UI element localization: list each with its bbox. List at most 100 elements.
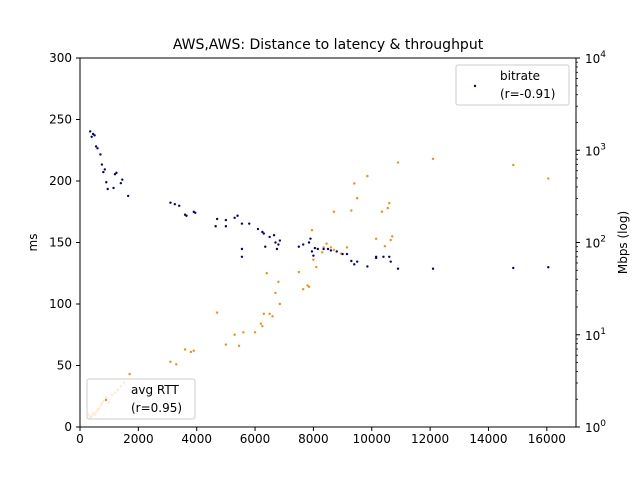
data-point xyxy=(388,255,391,258)
data-point xyxy=(119,181,123,185)
data-point xyxy=(332,210,336,213)
legend-marker-bitrate xyxy=(473,84,477,88)
data-point xyxy=(240,247,244,251)
data-point xyxy=(248,222,251,225)
data-point xyxy=(262,312,266,316)
data-point xyxy=(102,170,105,174)
data-point xyxy=(264,245,267,248)
data-point xyxy=(99,153,102,156)
data-point xyxy=(374,237,378,241)
data-point xyxy=(307,285,311,288)
data-point xyxy=(341,252,344,256)
data-point xyxy=(90,135,93,138)
data-point xyxy=(189,350,193,354)
y-left-tick-label: 200 xyxy=(49,174,72,188)
x-tick-label: 14000 xyxy=(469,432,507,446)
legend-sub-bitrate: (r=-0.91) xyxy=(500,87,555,101)
data-point xyxy=(192,349,195,352)
x-tick-label: 0 xyxy=(76,432,84,446)
data-point xyxy=(329,246,333,249)
data-point xyxy=(322,247,325,251)
data-point xyxy=(312,258,315,261)
data-point xyxy=(274,241,277,244)
data-point xyxy=(313,246,317,250)
data-point xyxy=(302,243,305,246)
data-point xyxy=(106,187,109,191)
data-point xyxy=(383,244,387,248)
y-axis-right: 100 101 102 103 104 xyxy=(576,50,606,435)
data-point xyxy=(236,214,239,217)
data-point xyxy=(253,331,257,334)
y-left-tick-label: 300 xyxy=(49,51,72,65)
data-point xyxy=(259,322,263,325)
data-point xyxy=(224,218,228,222)
data-point xyxy=(389,260,392,263)
legend-label-bitrate: bitrate xyxy=(500,69,540,83)
legend-marker-avg-rtt xyxy=(104,398,108,402)
data-point xyxy=(297,245,301,248)
data-point xyxy=(310,250,314,253)
data-point xyxy=(103,168,107,171)
data-point xyxy=(396,161,400,164)
data-point xyxy=(261,230,264,234)
y-right-tick-label: 104 xyxy=(585,50,606,66)
data-point xyxy=(215,311,219,314)
x-tick-label: 6000 xyxy=(240,432,271,446)
chart-title: AWS,AWS: Distance to latency & throughpu… xyxy=(173,37,484,53)
data-point xyxy=(345,246,349,249)
y-axis-left-label: ms xyxy=(26,234,40,252)
data-point xyxy=(353,263,356,266)
y-left-tick-label: 100 xyxy=(49,297,72,311)
data-point xyxy=(233,216,236,220)
data-point xyxy=(100,163,104,166)
data-point xyxy=(183,348,187,351)
data-point xyxy=(320,251,324,254)
legend-sub-avg-rtt: (r=0.95) xyxy=(131,401,182,415)
data-point xyxy=(268,312,271,316)
data-point xyxy=(224,225,228,228)
data-point xyxy=(389,238,392,242)
data-point xyxy=(105,181,108,184)
data-point xyxy=(214,225,217,228)
data-point xyxy=(240,222,244,225)
data-point xyxy=(431,267,435,270)
data-point xyxy=(355,260,359,263)
data-point xyxy=(121,178,124,181)
data-point xyxy=(277,280,280,284)
y-axis-left: 0 50 100 150 200 250 300 xyxy=(49,51,80,434)
x-tick-label: 2000 xyxy=(123,432,154,446)
data-point xyxy=(355,197,359,200)
x-tick-label: 12000 xyxy=(411,432,449,446)
legend-avg-rtt: avg RTT (r=0.95) xyxy=(86,378,196,420)
data-point xyxy=(390,235,394,238)
data-point xyxy=(271,315,274,318)
legend-frame xyxy=(455,64,570,106)
data-point xyxy=(547,177,550,180)
y-left-tick-label: 150 xyxy=(49,236,72,250)
x-tick-label: 4000 xyxy=(181,432,212,446)
data-point xyxy=(268,235,271,239)
x-tick-label: 8000 xyxy=(298,432,329,446)
data-point xyxy=(315,265,318,269)
data-point xyxy=(329,249,333,252)
data-point xyxy=(345,252,349,256)
data-point xyxy=(275,247,279,251)
data-point xyxy=(237,344,241,348)
data-point xyxy=(115,171,118,174)
data-point xyxy=(309,237,312,240)
data-point xyxy=(175,363,178,366)
data-point xyxy=(93,134,96,137)
y-right-tick-label: 102 xyxy=(585,235,606,251)
data-point xyxy=(374,256,378,260)
data-point xyxy=(388,201,391,205)
data-point xyxy=(112,186,115,190)
data-point xyxy=(224,343,228,346)
data-point xyxy=(382,255,385,258)
data-point xyxy=(366,174,369,178)
data-point xyxy=(386,206,390,210)
data-point xyxy=(547,265,550,269)
x-tick-label: 10000 xyxy=(353,432,391,446)
data-point xyxy=(256,227,260,231)
data-point xyxy=(262,232,266,235)
